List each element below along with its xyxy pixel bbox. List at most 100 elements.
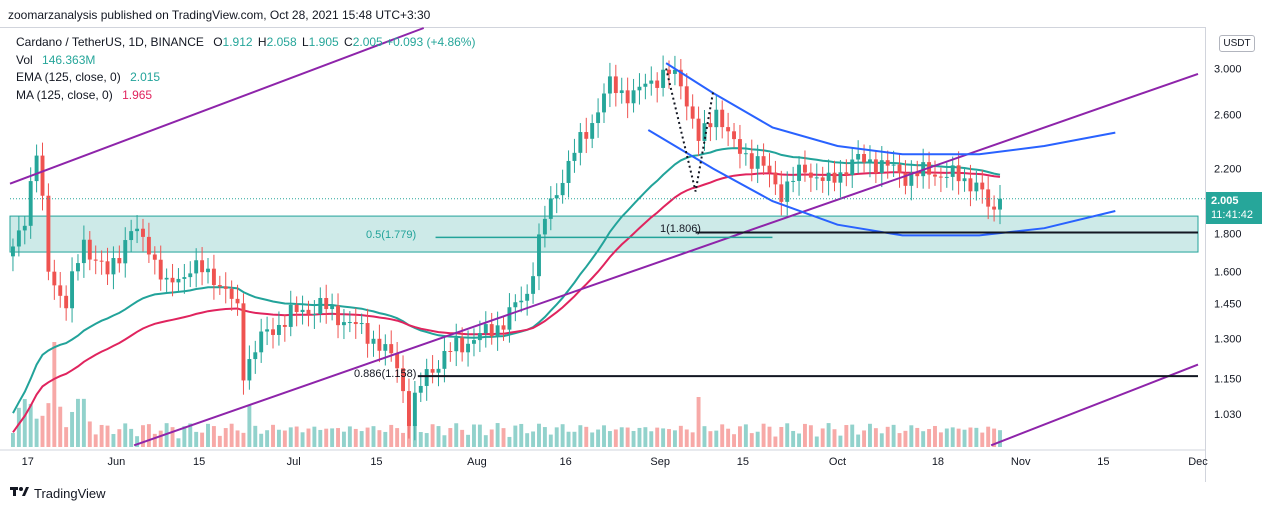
ema-line bbox=[12, 147, 1001, 414]
volume-bar bbox=[690, 432, 695, 447]
volume-bar bbox=[454, 423, 459, 447]
volume-bar bbox=[483, 435, 488, 447]
volume-bar bbox=[111, 434, 116, 447]
candle-body bbox=[915, 172, 920, 177]
volume-bar bbox=[519, 423, 524, 447]
volume-bar bbox=[974, 427, 979, 447]
candle-body bbox=[868, 159, 872, 163]
volume-bar bbox=[808, 425, 813, 447]
volume-bar bbox=[602, 425, 606, 447]
candle-body bbox=[330, 305, 335, 310]
ema-value: 2.015 bbox=[130, 70, 161, 84]
candle-body bbox=[241, 303, 246, 381]
volume-bar bbox=[791, 430, 796, 447]
ma-row: MA (125, close, 0) 1.965 bbox=[16, 87, 475, 105]
upper-arc bbox=[665, 62, 1116, 156]
candle-body bbox=[992, 206, 997, 210]
candle-body bbox=[737, 139, 742, 154]
candle-body bbox=[87, 239, 92, 260]
candle-body bbox=[206, 268, 210, 273]
volume-bar bbox=[992, 428, 997, 447]
volume-bar bbox=[182, 426, 187, 447]
volume-bar bbox=[856, 434, 861, 447]
candle-body bbox=[933, 174, 937, 177]
fib-0886-label: 0.886(1.158) bbox=[354, 368, 416, 380]
volume-bar bbox=[117, 429, 122, 447]
candle-body bbox=[353, 322, 358, 325]
candle-body bbox=[897, 164, 902, 174]
volume-bar bbox=[76, 398, 80, 447]
volume-bar bbox=[909, 425, 914, 447]
volume-bar bbox=[70, 411, 75, 447]
candle-body bbox=[873, 159, 878, 174]
volume-bar bbox=[933, 425, 937, 447]
ma-value: 1.965 bbox=[122, 87, 153, 102]
candle-body bbox=[395, 353, 400, 369]
volume-bar bbox=[105, 425, 110, 447]
candle-body bbox=[507, 307, 512, 330]
volume-bar bbox=[797, 433, 801, 447]
candle-body bbox=[217, 285, 222, 287]
candle-body bbox=[158, 259, 163, 280]
candle-body bbox=[649, 80, 654, 84]
volume-bar bbox=[247, 405, 252, 447]
volume-bar bbox=[347, 426, 352, 447]
lower-arc bbox=[647, 129, 1116, 237]
symbol-row: Cardano / TetherUS, 1D, BINANCE O1.912 H… bbox=[16, 34, 475, 52]
candle-body bbox=[944, 176, 949, 178]
volume-bar bbox=[259, 433, 264, 447]
candle-body bbox=[182, 277, 187, 279]
candle-body bbox=[141, 228, 145, 237]
candle-body bbox=[247, 359, 252, 381]
brand-label[interactable]: TradingView bbox=[34, 485, 106, 501]
candle-body bbox=[229, 288, 234, 299]
volume-bar bbox=[986, 426, 991, 447]
price-tick-label: 2.200 bbox=[1214, 164, 1242, 176]
price-tick-label: 1.600 bbox=[1214, 267, 1242, 279]
tradingview-logo-icon[interactable] bbox=[10, 484, 30, 502]
date-tick-label: Sep bbox=[650, 456, 670, 468]
volume-bar bbox=[531, 431, 536, 447]
candle-body bbox=[365, 323, 370, 344]
volume-bar bbox=[678, 425, 683, 447]
volume-bar bbox=[950, 427, 955, 447]
volume-bar bbox=[785, 423, 790, 447]
candle-body bbox=[820, 177, 825, 181]
volume-bar bbox=[720, 424, 725, 447]
candle-body bbox=[377, 338, 382, 351]
candle-body bbox=[613, 76, 618, 94]
volume-bar bbox=[288, 427, 293, 447]
candle-body bbox=[548, 198, 553, 219]
volume-bar bbox=[424, 433, 429, 447]
candle-body bbox=[81, 239, 86, 264]
candle-body bbox=[643, 83, 648, 87]
volume-bar bbox=[341, 431, 346, 447]
candle-body bbox=[566, 160, 571, 183]
candle-body bbox=[93, 259, 98, 261]
volume-value: 146.363M bbox=[42, 52, 96, 67]
volume-bar bbox=[501, 428, 506, 447]
close-value: 2.005 bbox=[352, 35, 383, 49]
volume-bar bbox=[170, 427, 175, 447]
volume-bar bbox=[158, 430, 163, 447]
chart-legend: Cardano / TetherUS, 1D, BINANCE O1.912 H… bbox=[16, 34, 475, 104]
candle-body bbox=[40, 155, 45, 196]
candle-body bbox=[678, 69, 683, 87]
volume-bar bbox=[206, 423, 210, 447]
volume-bar bbox=[732, 434, 736, 447]
candle-body bbox=[773, 172, 778, 185]
candle-body bbox=[99, 260, 104, 262]
volume-bar bbox=[596, 429, 601, 447]
volume-bar bbox=[176, 438, 181, 447]
candle-body bbox=[294, 304, 299, 313]
low-label: L bbox=[301, 35, 309, 49]
price-chart[interactable]: 3.000 2.600 2.200 1.800 1.600 1.450 1.300 1.150… bbox=[0, 0, 1280, 482]
candle-body bbox=[708, 123, 713, 128]
swing-path bbox=[665, 68, 715, 192]
candle-body bbox=[259, 331, 264, 353]
volume-bar bbox=[560, 424, 565, 447]
volume-bar bbox=[312, 426, 317, 447]
price-tick-label: 1.800 bbox=[1214, 229, 1242, 241]
currency-unit-button[interactable]: USDT bbox=[1219, 35, 1255, 52]
price-tick-label: 1.300 bbox=[1214, 334, 1242, 346]
